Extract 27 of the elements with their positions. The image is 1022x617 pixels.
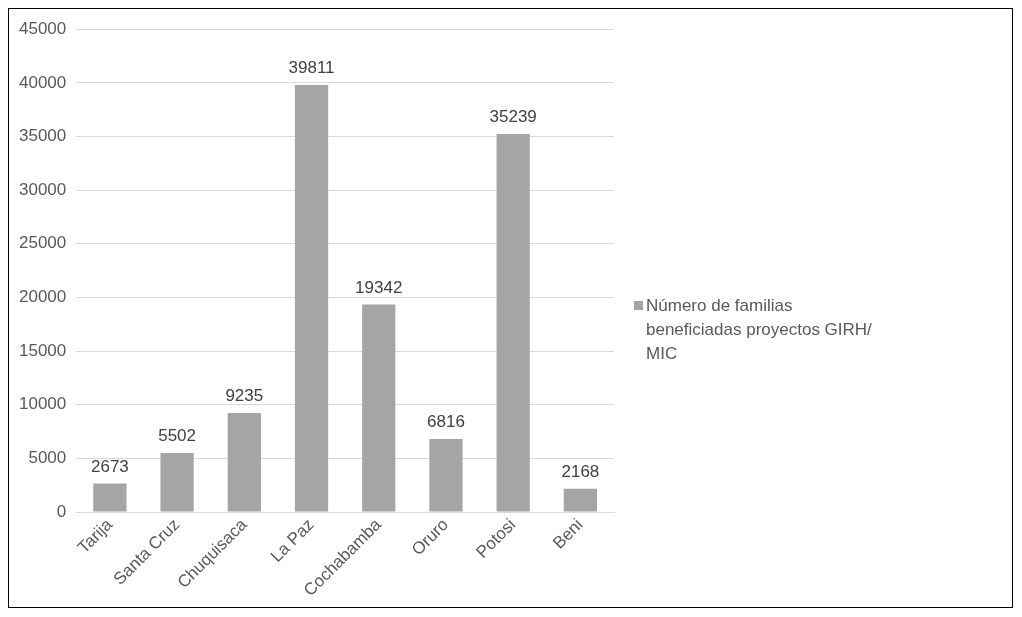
bar	[429, 438, 463, 512]
bar	[227, 412, 261, 512]
y-tick-label: 40000	[18, 72, 67, 92]
y-tick-label: 10000	[18, 394, 67, 414]
y-tick-label: 0	[56, 501, 67, 521]
bar	[563, 488, 598, 512]
y-tick-label: 30000	[18, 179, 67, 199]
bar	[362, 304, 396, 512]
data-label: 19342	[355, 277, 403, 297]
legend-label: Número de familias beneficiadas proyectos GIRH/ MIC	[646, 295, 873, 365]
y-tick-label: 25000	[18, 233, 67, 253]
data-label: 35239	[489, 107, 537, 127]
data-label: 6816	[427, 412, 465, 432]
data-label: 2168	[561, 462, 600, 481]
bar	[294, 84, 329, 512]
data-label: 9235	[225, 386, 264, 406]
bar	[160, 453, 194, 512]
data-label: 5502	[158, 426, 197, 446]
y-tick-label: 45000	[18, 18, 67, 38]
y-tick-label: 20000	[18, 287, 67, 307]
data-label: 2673	[90, 456, 129, 476]
bar	[496, 133, 530, 512]
y-tick-label: 35000	[18, 126, 67, 146]
bar	[93, 483, 127, 512]
data-label: 39811	[288, 58, 335, 78]
y-tick-label: 15000	[18, 340, 67, 360]
y-tick-label: 5000	[28, 448, 67, 468]
